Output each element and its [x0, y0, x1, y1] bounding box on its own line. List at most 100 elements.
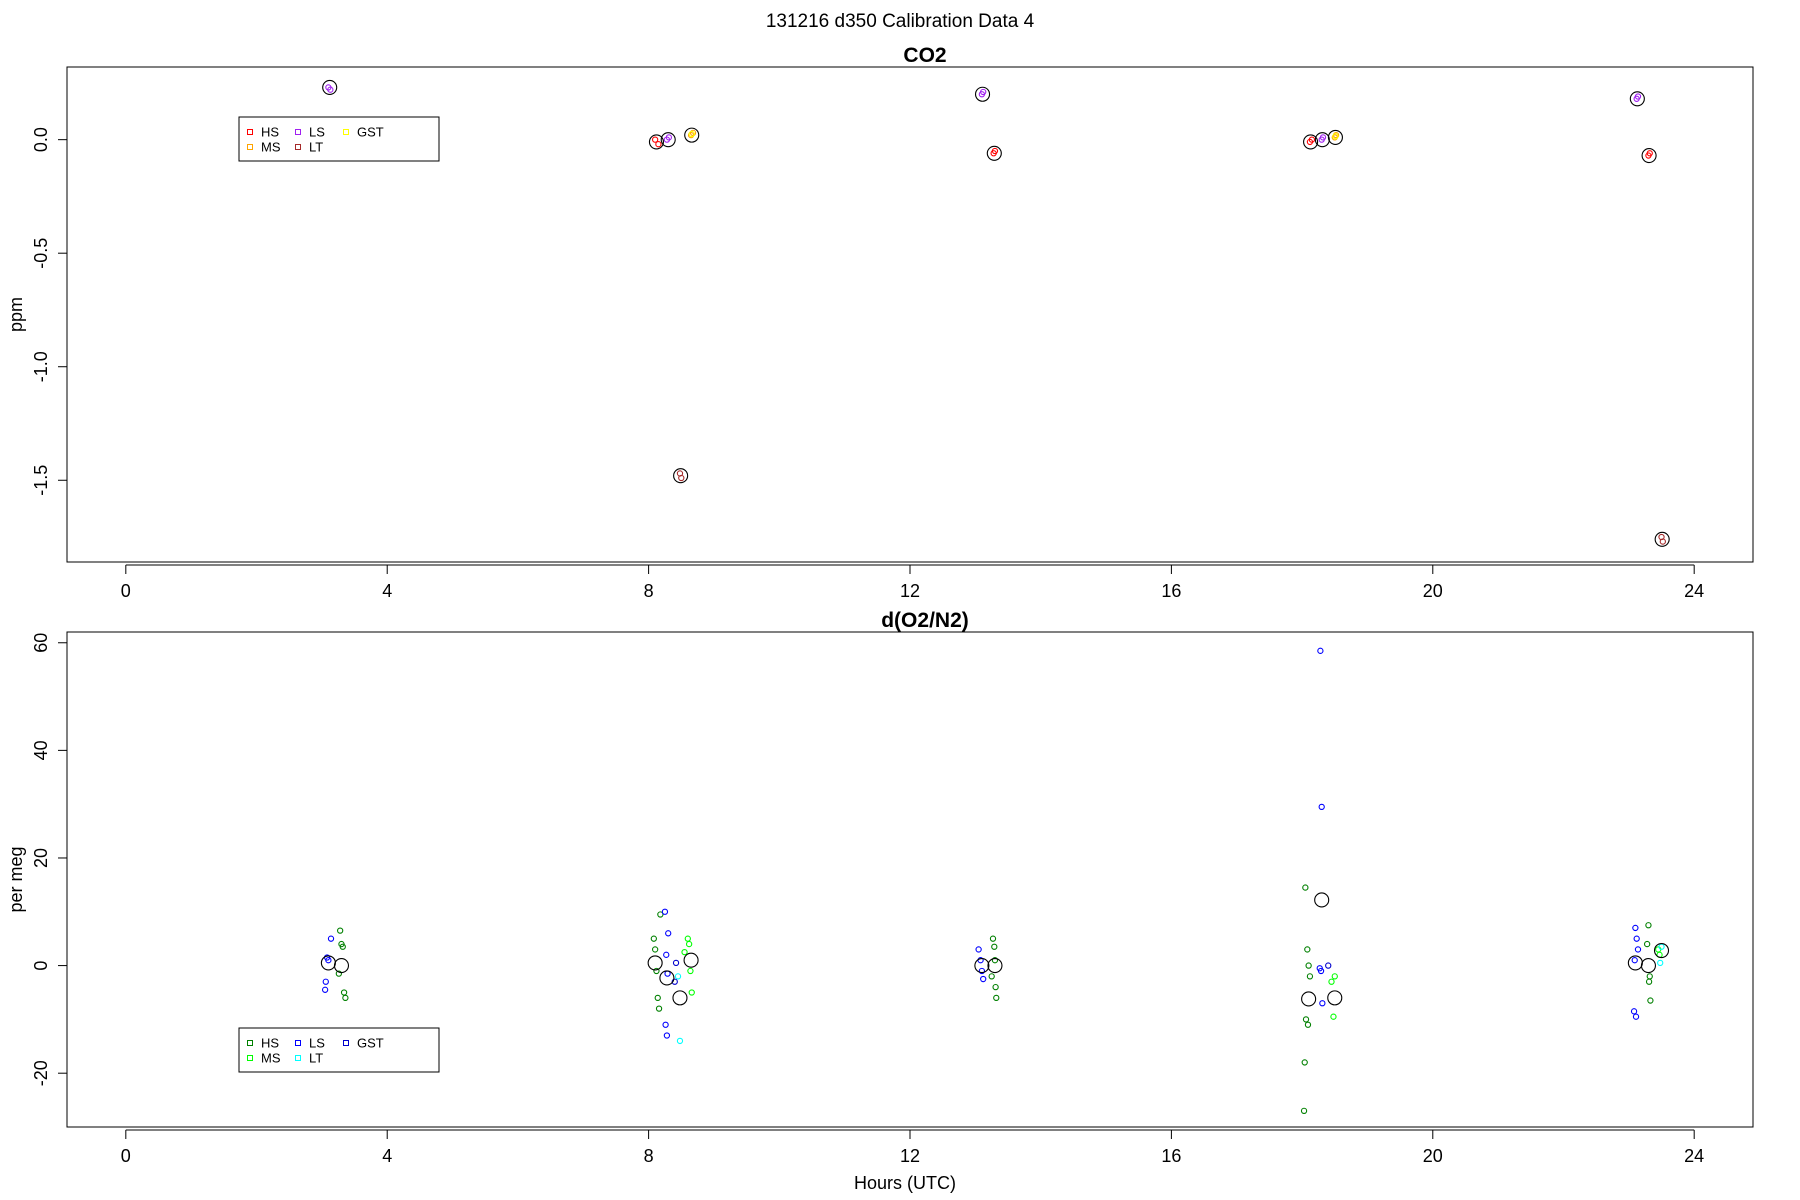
point-ls — [1317, 967, 1325, 975]
y-tick-label: 40 — [31, 740, 51, 760]
point-ls — [1630, 1008, 1638, 1015]
point-ls — [980, 975, 987, 983]
legend-box — [238, 1027, 440, 1073]
x-tick-label: 12 — [900, 581, 920, 601]
mean-marker — [1641, 148, 1657, 164]
point-ls — [1632, 924, 1639, 932]
point-ms — [685, 940, 693, 948]
point-ls — [1633, 935, 1640, 942]
point-hs — [342, 994, 349, 1002]
legend-label-hs: HS — [261, 1036, 279, 1051]
point-ls — [662, 1021, 669, 1028]
mean-marker — [647, 955, 663, 971]
data-points — [320, 647, 1670, 1115]
point-hs — [1302, 1016, 1310, 1023]
point-ls — [1634, 946, 1642, 953]
panel-title: CO2 — [903, 44, 946, 67]
point-hs — [651, 946, 659, 953]
panel-title: d(O2/N2) — [881, 609, 969, 632]
series-hs — [335, 884, 1654, 1115]
point-hs — [651, 136, 659, 143]
point-hs — [1646, 973, 1653, 980]
legend-label-ms: MS — [261, 1051, 281, 1066]
x-tick-label: 4 — [382, 581, 392, 601]
mean-marker — [1314, 892, 1330, 908]
point-ls — [661, 908, 669, 915]
mean-marker — [1629, 91, 1645, 107]
legend-label-hs: HS — [261, 125, 279, 140]
point-hs — [1643, 940, 1651, 948]
point-ls — [1317, 647, 1324, 654]
point-lt — [678, 474, 685, 482]
series-lt — [676, 470, 1666, 545]
mean-marker — [673, 468, 689, 484]
mean-marker — [322, 79, 338, 95]
point-ls — [1634, 93, 1642, 100]
point-ls — [980, 88, 987, 96]
series-ls — [325, 84, 1642, 143]
y-axis-label: per meg — [6, 846, 26, 912]
point-ls — [1319, 134, 1327, 141]
legend-label-ls: LS — [309, 1036, 325, 1051]
legend-swatch-lt — [295, 144, 301, 150]
point-hs — [991, 957, 999, 964]
point-ms — [1331, 973, 1338, 980]
mean-marker — [672, 990, 688, 1006]
legend-swatch-hs — [247, 129, 253, 135]
y-tick-label: 60 — [31, 633, 51, 653]
point-gst — [672, 959, 680, 967]
point-hs — [654, 994, 661, 1002]
point-hs — [1647, 997, 1654, 1004]
point-gst — [671, 978, 678, 985]
point-ms — [688, 989, 695, 996]
mean-marker — [1327, 129, 1343, 145]
mean-markers — [320, 892, 1670, 1007]
y-axis: 60 40 20 0 -20 per meg — [6, 633, 68, 1086]
mean-marker — [1301, 991, 1317, 1007]
x-tick-label: 8 — [644, 581, 654, 601]
y-axis: 0.0 -0.5 -1.0 -1.5 ppm — [6, 127, 68, 496]
x-tick-label: 20 — [1423, 1146, 1443, 1166]
point-lt — [674, 973, 682, 980]
y-axis-label: ppm — [6, 297, 26, 332]
x-axis-label: Hours (UTC) — [854, 1173, 956, 1193]
point-gst — [688, 130, 695, 138]
legend-swatch-gst — [343, 1040, 349, 1046]
x-axis: 0 4 8 12 16 20 24 Hours (UTC) — [121, 1129, 1704, 1193]
x-tick-label: 0 — [121, 581, 131, 601]
x-tick-label: 24 — [1684, 1146, 1704, 1166]
legend-swatch-lt — [295, 1055, 301, 1061]
point-hs — [1301, 1059, 1308, 1066]
mean-marker — [1303, 134, 1319, 150]
point-hs — [1302, 884, 1309, 891]
point-ls — [327, 935, 335, 942]
series-ls — [321, 647, 1642, 1039]
x-tick-label: 8 — [644, 1146, 654, 1166]
mean-marker — [660, 132, 676, 148]
point-hs — [991, 147, 999, 155]
y-tick-label: -1.0 — [31, 351, 51, 382]
y-tick-label: 20 — [31, 848, 51, 868]
series-gst — [688, 130, 1339, 140]
point-ms — [1330, 1013, 1337, 1020]
mean-marker — [1640, 958, 1656, 974]
series-lt — [674, 943, 1665, 1045]
point-ls — [1631, 957, 1638, 964]
point-gst — [1325, 962, 1332, 969]
point-hs — [1300, 1107, 1308, 1115]
point-hs — [657, 911, 664, 918]
mean-marker — [1653, 942, 1670, 959]
point-hs — [655, 141, 662, 148]
series-gst — [671, 959, 1332, 985]
point-hs — [1304, 946, 1311, 953]
x-tick-label: 16 — [1161, 1146, 1181, 1166]
x-tick-label: 12 — [900, 1146, 920, 1166]
point-hs — [1306, 973, 1314, 980]
point-hs — [1308, 136, 1316, 143]
x-tick-label: 0 — [121, 1146, 131, 1166]
series-ms — [687, 129, 1340, 141]
x-tick-label: 16 — [1161, 581, 1181, 601]
mean-marker — [986, 145, 1002, 161]
point-hs — [988, 973, 995, 980]
